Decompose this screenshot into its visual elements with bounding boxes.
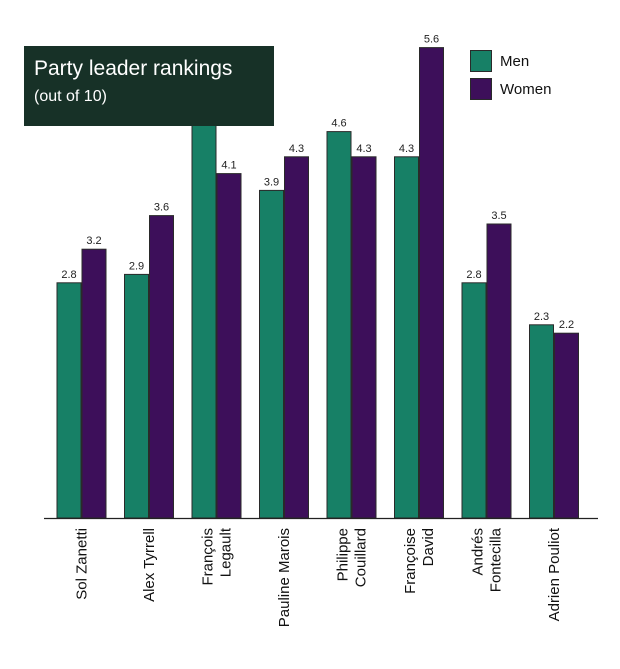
bar-women-2 — [216, 173, 242, 519]
value-label-men-1: 2.9 — [129, 260, 144, 272]
value-label-women-2: 4.1 — [221, 160, 236, 172]
category-label-0: Sol Zanetti — [74, 528, 91, 600]
bar-men-3 — [259, 189, 284, 519]
legend-label-women: Women — [500, 80, 552, 98]
bar-women-6 — [486, 223, 512, 519]
category-label-5: FrançoiseDavid — [402, 528, 437, 594]
value-label-women-6: 3.5 — [491, 210, 506, 222]
bar-men-4 — [326, 131, 352, 519]
bar-women-4 — [351, 156, 377, 519]
bar-men-0 — [56, 282, 82, 519]
bar-women-3 — [284, 156, 309, 519]
chart-subtitle: (out of 10) — [34, 88, 107, 105]
bar-women-1 — [149, 215, 174, 519]
bar-women-5 — [419, 47, 444, 519]
value-label-men-0: 2.8 — [61, 269, 76, 281]
legend: Men Women — [470, 50, 551, 106]
bar-men-7 — [529, 324, 554, 519]
value-label-women-0: 3.2 — [86, 235, 101, 247]
chart-title: Party leader rankings — [34, 57, 233, 80]
value-label-men-4: 4.6 — [331, 118, 346, 130]
legend-item-men: Men — [470, 50, 551, 72]
legend-swatch-women — [470, 78, 492, 100]
bar-women-7 — [554, 332, 579, 519]
category-label-4: PhilippeCouillard — [335, 528, 370, 587]
category-label-3: Pauline Marois — [276, 528, 293, 627]
value-label-women-4: 4.3 — [356, 143, 371, 155]
legend-swatch-men — [470, 50, 492, 72]
bar-women-0 — [81, 248, 107, 519]
value-label-men-5: 4.3 — [399, 143, 414, 155]
bar-men-5 — [394, 156, 419, 519]
legend-item-women: Women — [470, 78, 551, 100]
value-label-women-5: 5.6 — [424, 34, 439, 46]
legend-label-men: Men — [500, 52, 530, 70]
bar-men-1 — [124, 273, 149, 519]
category-label-7: Adrien Pouliot — [546, 527, 563, 621]
category-label-1: Alex Tyrrell — [141, 528, 158, 602]
category-label-2: FrançoisLegault — [200, 527, 235, 585]
bar-men-2 — [191, 122, 217, 519]
value-label-women-1: 3.6 — [154, 202, 169, 214]
value-label-men-7: 2.3 — [534, 311, 549, 323]
bar-men-6 — [461, 282, 487, 519]
value-label-men-3: 3.9 — [264, 176, 279, 188]
value-label-women-7: 2.2 — [559, 319, 574, 331]
category-label-6: AndrésFontecilla — [470, 527, 505, 592]
chart-title-box: Party leader rankings (out of 10) — [24, 46, 274, 126]
value-label-men-6: 2.8 — [466, 269, 481, 281]
value-label-women-3: 4.3 — [289, 143, 304, 155]
